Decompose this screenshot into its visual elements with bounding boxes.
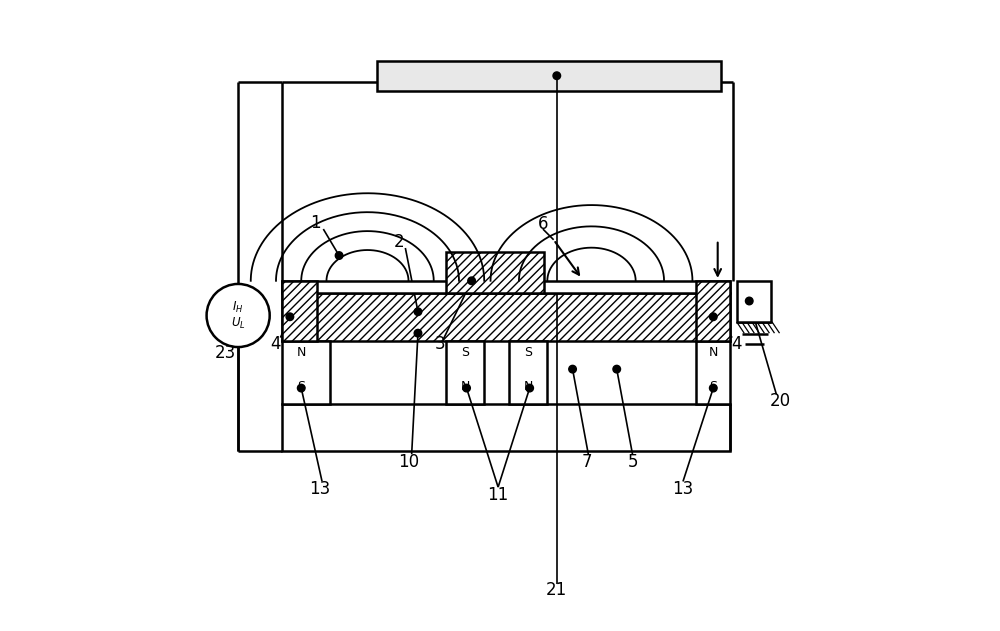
Text: 13: 13 [310,480,331,498]
Bar [282,281,317,341]
Text: N: N [524,380,533,392]
Bar [282,341,330,404]
Bar [509,341,547,404]
Circle shape [335,252,343,259]
Text: 23: 23 [215,345,236,362]
Bar [282,293,730,341]
Circle shape [286,313,294,321]
Text: N: N [708,346,718,358]
Text: N: N [297,346,306,358]
Bar [696,341,730,404]
Text: S: S [524,346,532,358]
Circle shape [745,297,753,305]
Text: 4: 4 [271,335,281,353]
Text: 20: 20 [770,392,791,410]
Text: S: S [461,346,469,358]
Circle shape [468,277,475,285]
Text: $I_H$: $I_H$ [232,300,244,316]
Text: 1: 1 [310,214,321,232]
Text: 3: 3 [435,335,445,353]
Text: S: S [297,380,305,392]
Text: 21: 21 [546,581,567,599]
Circle shape [414,308,422,316]
Text: 11: 11 [487,487,509,504]
Bar [446,252,544,293]
Text: N: N [461,380,470,392]
Text: 2: 2 [394,233,404,251]
Bar [282,281,730,293]
Text: 13: 13 [672,480,694,498]
Text: 5: 5 [627,453,638,471]
Circle shape [414,329,422,337]
Bar [282,404,730,451]
Circle shape [207,284,270,347]
Text: $U_L$: $U_L$ [231,316,245,331]
Circle shape [709,313,717,321]
Text: S: S [709,380,717,392]
Circle shape [463,384,470,392]
Circle shape [526,384,533,392]
Bar [446,341,484,404]
Bar [696,281,730,341]
Circle shape [553,72,561,80]
Text: 4: 4 [731,335,742,353]
Circle shape [709,384,717,392]
Circle shape [297,384,305,392]
Circle shape [569,365,576,373]
Bar [737,281,771,322]
Text: 7: 7 [582,453,592,471]
Text: 10: 10 [398,453,419,471]
Circle shape [613,365,621,373]
Bar [377,61,721,91]
Text: 6: 6 [538,215,548,233]
